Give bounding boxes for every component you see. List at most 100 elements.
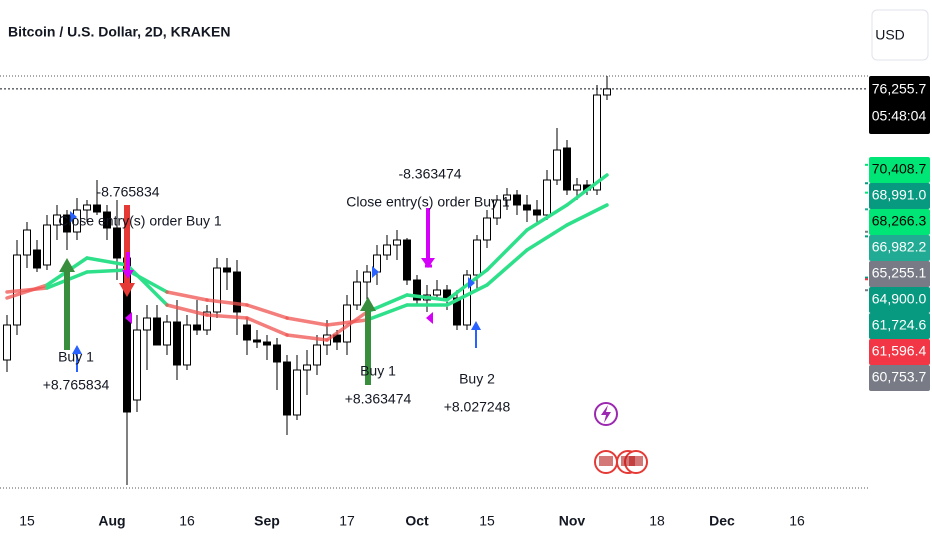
candle-body xyxy=(3,324,11,361)
ma-segment xyxy=(165,290,209,302)
candle-body xyxy=(563,147,571,191)
ma-segment xyxy=(445,268,489,302)
last-price-tag xyxy=(869,76,930,134)
candle-body xyxy=(153,317,161,346)
ma-segment xyxy=(125,263,169,307)
candle-body xyxy=(173,321,181,366)
ma-segment xyxy=(85,268,129,274)
candle-body xyxy=(493,199,501,219)
ma-segment xyxy=(325,318,369,327)
candle-body xyxy=(263,341,271,346)
ma-segment xyxy=(565,173,609,207)
x-tick-label: 15 xyxy=(19,513,35,529)
entry-caret xyxy=(468,277,475,289)
ma-segment xyxy=(445,283,489,307)
annotation: -8.765834 xyxy=(96,184,159,200)
candle-body xyxy=(413,279,421,301)
x-tick-label: Sep xyxy=(254,513,280,529)
entry-arrow xyxy=(471,321,481,348)
entry-caret xyxy=(70,211,77,223)
candle-body xyxy=(603,88,611,96)
candle-body xyxy=(143,317,151,331)
candle-body xyxy=(73,209,81,233)
candle-body xyxy=(533,209,541,216)
ma-segment xyxy=(5,286,49,294)
currency-button[interactable] xyxy=(871,9,929,61)
ma-segment xyxy=(365,303,409,322)
flag xyxy=(621,456,635,466)
price-tag xyxy=(869,313,930,339)
ma-segment xyxy=(205,313,249,320)
candle-body xyxy=(283,361,291,416)
x-tick-label: 16 xyxy=(179,513,195,529)
candle-body xyxy=(203,311,211,331)
price-tag xyxy=(869,235,930,261)
event-glyph xyxy=(601,405,611,423)
annotation: Buy 1 xyxy=(58,349,94,365)
price-tag xyxy=(869,261,930,287)
buy-arrow xyxy=(360,297,376,385)
price-tag xyxy=(869,287,930,313)
candle-body xyxy=(253,339,261,343)
annotation: +8.765834 xyxy=(43,377,110,393)
entry-arrow xyxy=(72,345,82,372)
candle-body xyxy=(473,239,481,276)
annotation: -8.363474 xyxy=(398,166,461,182)
candle-body xyxy=(593,94,601,191)
candle-body xyxy=(33,249,41,269)
ma-segment xyxy=(85,256,129,267)
x-tick-label: 15 xyxy=(479,513,495,529)
candle-body xyxy=(273,344,281,363)
annotation: +8.027248 xyxy=(444,399,511,415)
ma-segment xyxy=(525,223,569,252)
candle-body xyxy=(23,229,31,256)
exit-caret xyxy=(125,312,132,324)
x-tick-label: Aug xyxy=(98,513,125,529)
candle-body xyxy=(213,267,221,313)
price-tag-label: 61,724.6 xyxy=(872,317,927,333)
price-tag-label: 68,266.3 xyxy=(872,213,927,229)
ma-segment xyxy=(285,333,329,342)
trade-markers xyxy=(59,205,481,385)
candle-body xyxy=(543,179,551,216)
candle-body xyxy=(163,321,171,346)
ma-segment xyxy=(125,268,169,294)
entry-caret xyxy=(372,266,379,278)
price-tag-label: 61,596.4 xyxy=(872,343,927,359)
candle-body xyxy=(223,267,231,273)
currency-label[interactable]: USD xyxy=(875,27,905,43)
price-tag-label: 64,900.0 xyxy=(872,291,927,307)
candle-body xyxy=(503,194,511,201)
x-tick-label: Nov xyxy=(559,513,586,529)
price-tag xyxy=(869,339,930,365)
ma-segment xyxy=(525,203,569,232)
ma-segment xyxy=(485,248,529,287)
candle-body xyxy=(553,149,561,181)
x-tick-label: Dec xyxy=(709,513,735,529)
ma-segment xyxy=(245,316,289,337)
ma-segment xyxy=(325,310,369,342)
exit-arrow xyxy=(421,208,435,268)
candle-body xyxy=(193,324,201,331)
candle-body xyxy=(103,211,111,229)
annotation: Close entry(s) order Buy 1 xyxy=(58,213,222,229)
candle-body xyxy=(513,194,521,206)
x-tick-label: 18 xyxy=(649,513,665,529)
candle-body xyxy=(433,289,441,296)
candle-body xyxy=(463,274,471,326)
candle-body xyxy=(183,324,191,366)
buy-arrow xyxy=(59,258,75,350)
ma-segment xyxy=(285,316,329,327)
candle-body xyxy=(363,271,371,283)
candle-body xyxy=(233,271,241,313)
candle-body xyxy=(573,184,581,191)
annotation: Close entry(s) order Buy 1 xyxy=(346,194,510,210)
candle-body xyxy=(83,204,91,211)
candle-body xyxy=(483,217,491,241)
flag xyxy=(599,456,613,466)
candle-body xyxy=(93,204,101,213)
annotation: Buy 1 xyxy=(360,363,396,379)
event-icons xyxy=(594,402,648,474)
